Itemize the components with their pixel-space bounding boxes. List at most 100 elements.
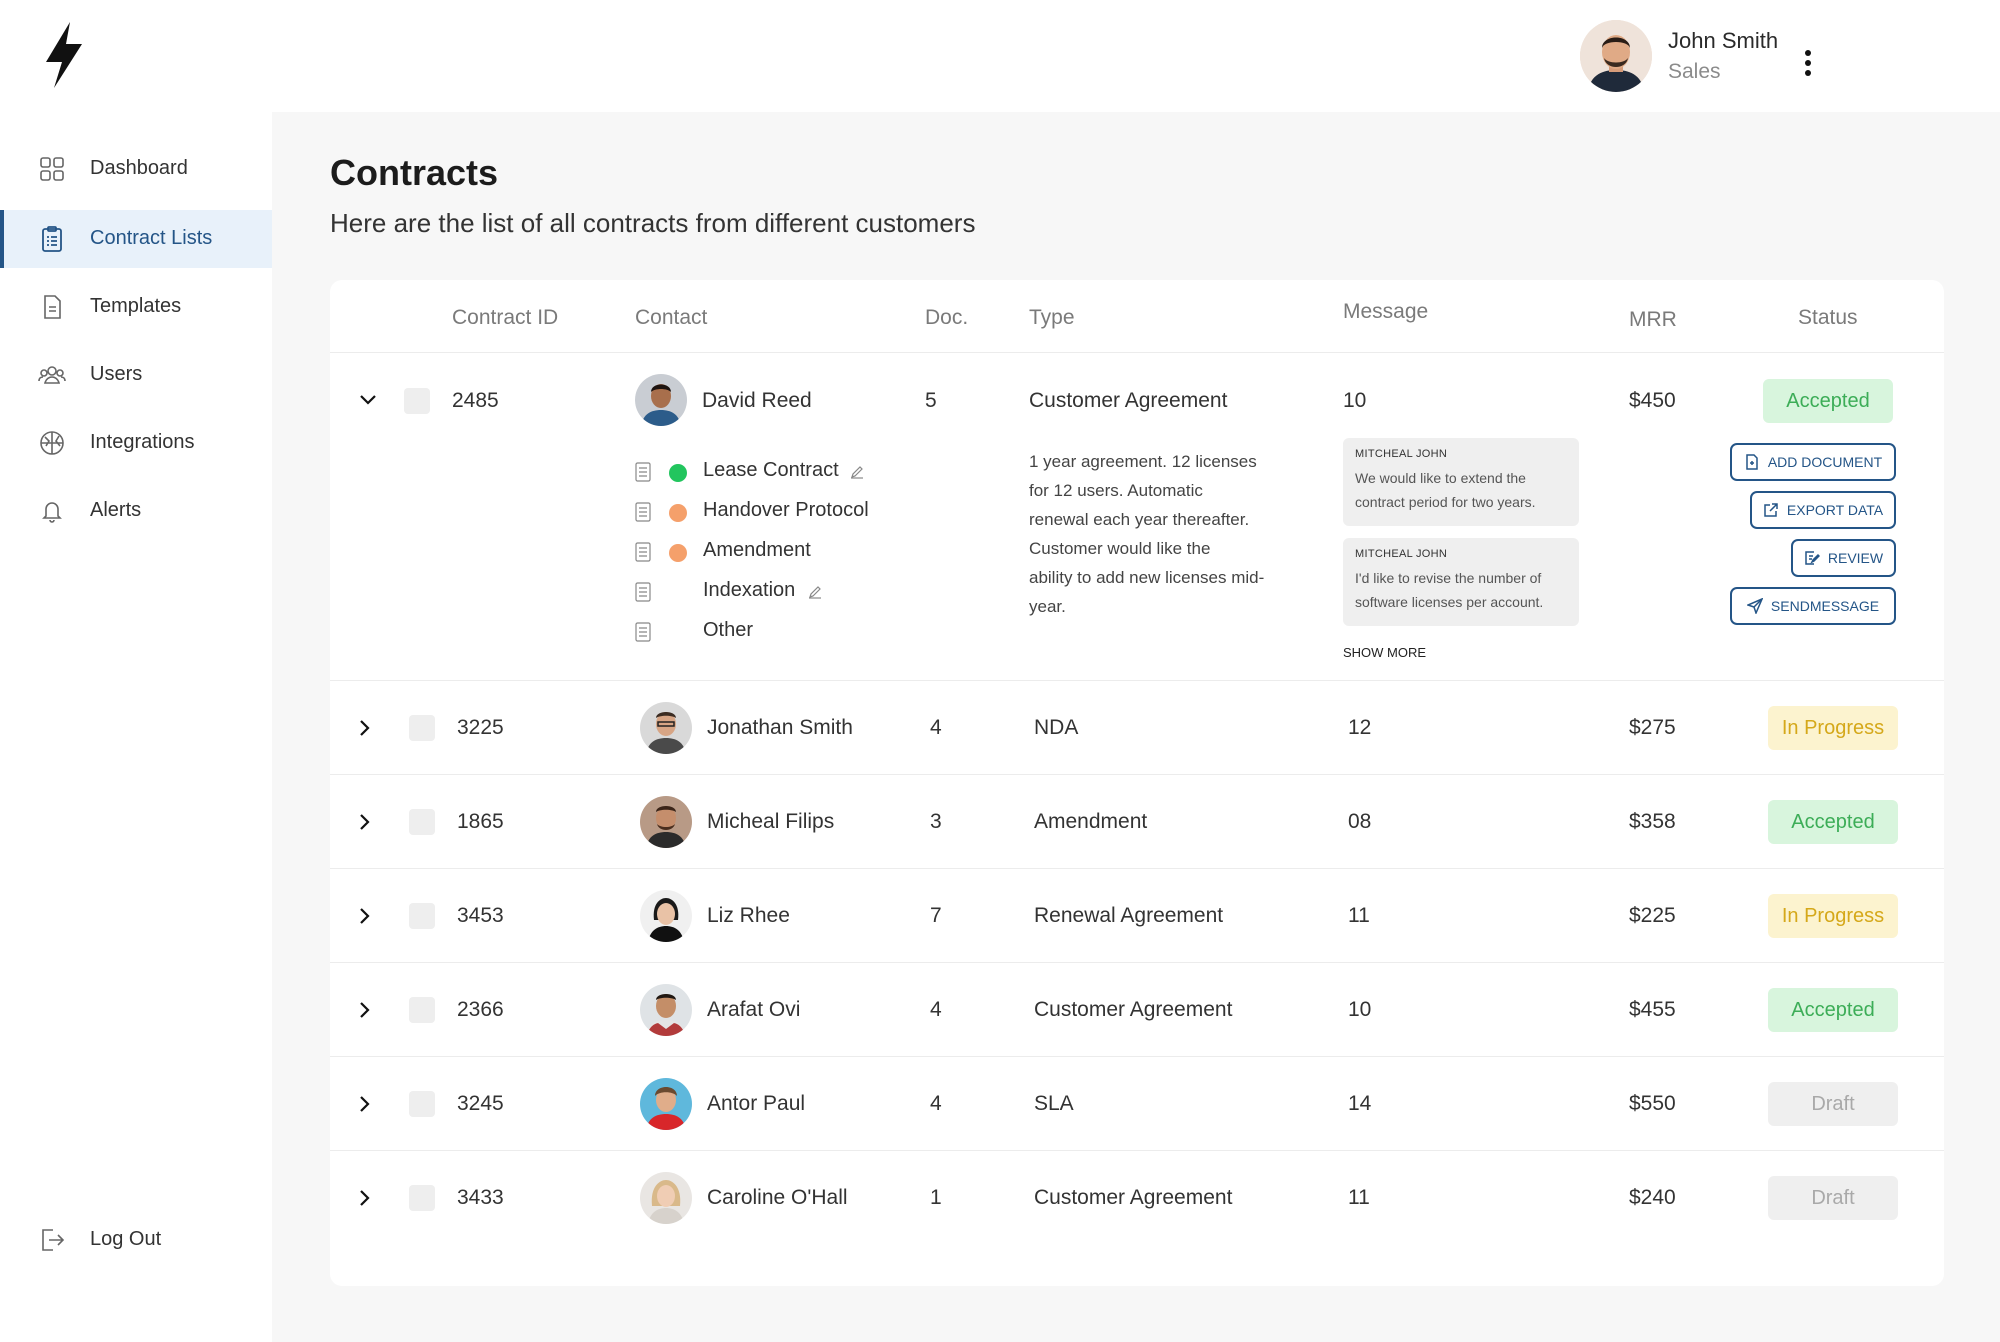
header-type[interactable]: Type	[1029, 306, 1075, 329]
status-badge: Draft	[1768, 1082, 1898, 1126]
contract-id: 2485	[452, 389, 499, 412]
logout-button[interactable]: Log Out	[0, 1211, 272, 1269]
bell-icon	[42, 502, 62, 523]
document-label: Other	[703, 619, 754, 641]
description-line: Customer would like the	[1029, 539, 1211, 558]
header-contact[interactable]: Contact	[635, 306, 708, 329]
chevron-right-icon[interactable]	[354, 1188, 374, 1208]
row-checkbox[interactable]	[409, 1185, 435, 1211]
document-item[interactable]: Handover Protocol	[635, 499, 895, 529]
button-label: ADD DOCUMENT	[1767, 454, 1883, 470]
edit-pencil-icon[interactable]	[808, 585, 822, 599]
logout-label: Log Out	[90, 1228, 162, 1250]
document-item[interactable]: Lease Contract	[635, 459, 895, 489]
row-checkbox[interactable]	[409, 997, 435, 1023]
page-title: Contracts	[330, 152, 499, 193]
add-document-button[interactable]: ADD DOCUMENT	[1730, 443, 1896, 481]
contact-name: Liz Rhee	[707, 904, 790, 927]
contract-type: Renewal Agreement	[1034, 904, 1224, 927]
more-options-icon[interactable]	[1798, 50, 1818, 78]
status-dot	[669, 464, 687, 482]
sidebar-item-users[interactable]: Users	[0, 346, 272, 404]
row-checkbox[interactable]	[409, 903, 435, 929]
avatar	[640, 702, 692, 754]
status-badge: In Progress	[1768, 894, 1898, 938]
description-line: 1 year agreement. 12 licenses	[1029, 452, 1257, 471]
table-row[interactable]: 3433 Caroline O'Hall 1 Customer Agreemen…	[330, 1150, 1944, 1244]
sidebar-item-dashboard[interactable]: Dashboard	[0, 140, 272, 198]
description-line: year.	[1029, 597, 1066, 616]
header-contract-id[interactable]: Contract ID	[452, 306, 559, 329]
contact-name: Micheal Filips	[707, 810, 835, 833]
sidebar-item-integrations[interactable]: Integrations	[0, 414, 272, 472]
send-message-button[interactable]: SENDMESSAGE	[1730, 587, 1896, 625]
message-card[interactable]: MITCHEAL JOHN I'd like to revise the num…	[1343, 538, 1579, 626]
edit-pencil-icon[interactable]	[850, 465, 864, 479]
description-line: for 12 users. Automatic	[1029, 481, 1203, 500]
contact-name: David Reed	[702, 389, 812, 412]
chevron-right-icon[interactable]	[354, 906, 374, 926]
contract-type: Amendment	[1034, 810, 1148, 833]
message-author: MITCHEAL JOHN	[1355, 548, 1448, 560]
chevron-right-icon[interactable]	[354, 718, 374, 738]
table-row[interactable]: 3453 Liz Rhee 7 Renewal Agreement 11 $22…	[330, 868, 1944, 962]
show-more-link[interactable]: SHOW MORE	[1343, 645, 1427, 660]
user-avatar[interactable]	[1580, 20, 1652, 92]
row-checkbox[interactable]	[409, 809, 435, 835]
document-item[interactable]: Amendment	[635, 539, 895, 569]
avatar	[640, 1078, 692, 1130]
document-item[interactable]: Indexation	[635, 579, 895, 609]
header-status[interactable]: Status	[1798, 306, 1858, 329]
sidebar-item-alerts[interactable]: Alerts	[0, 482, 272, 540]
row-checkbox[interactable]	[404, 388, 430, 414]
edit-document-icon	[1805, 551, 1820, 565]
message-count: 10	[1348, 998, 1372, 1021]
status-badge: Accepted	[1763, 379, 1893, 423]
status-badge: Draft	[1768, 1176, 1898, 1220]
sidebar-item-label: Templates	[90, 295, 182, 317]
chevron-down-icon[interactable]	[358, 389, 378, 409]
row-checkbox[interactable]	[409, 1091, 435, 1117]
header-message[interactable]: Message	[1343, 300, 1429, 323]
sidebar-item-label: Alerts	[90, 499, 142, 521]
button-label: SENDMESSAGE	[1770, 598, 1880, 614]
export-data-button[interactable]: EXPORT DATA	[1750, 491, 1896, 529]
document-label: Amendment	[703, 539, 811, 561]
message-line: I'd like to revise the number of	[1355, 570, 1542, 586]
message-author: MITCHEAL JOHN	[1355, 448, 1448, 460]
status-badge: In Progress	[1768, 706, 1898, 750]
user-menu[interactable]: John Smith Sales	[1580, 0, 2000, 112]
sidebar-item-contract-lists[interactable]: Contract Lists	[0, 210, 272, 268]
sidebar-item-label: Users	[90, 363, 143, 385]
table-row[interactable]: 2366 Arafat Ovi 4 Customer Agreement 10 …	[330, 962, 1944, 1056]
header-doc[interactable]: Doc.	[925, 306, 969, 329]
header-mrr[interactable]: MRR	[1629, 308, 1677, 331]
review-button[interactable]: REVIEW	[1791, 539, 1896, 577]
doc-count: 4	[930, 1092, 942, 1115]
users-icon	[38, 366, 66, 384]
message-card[interactable]: MITCHEAL JOHN We would like to extend th…	[1343, 438, 1579, 526]
chevron-right-icon[interactable]	[354, 812, 374, 832]
message-count: 14	[1348, 1092, 1372, 1115]
sidebar-item-templates[interactable]: Templates	[0, 278, 272, 336]
row-checkbox[interactable]	[409, 715, 435, 741]
contact-name: Arafat Ovi	[707, 998, 801, 1021]
contracts-table: Contract ID Contact Doc. Type Message MR…	[330, 280, 1944, 1286]
document-item[interactable]: Other	[635, 619, 895, 649]
status-badge: Accepted	[1768, 988, 1898, 1032]
document-list-icon	[635, 462, 651, 482]
button-label: REVIEW	[1827, 550, 1884, 566]
file-plus-icon	[1746, 454, 1758, 470]
mrr-value: $358	[1629, 810, 1676, 833]
avatar	[640, 796, 692, 848]
chevron-right-icon[interactable]	[354, 1094, 374, 1114]
description-line: renewal each year thereafter.	[1029, 510, 1250, 529]
table-row[interactable]: 1865 Micheal Filips 3 Amendment 08 $358 …	[330, 774, 1944, 868]
chevron-right-icon[interactable]	[354, 1000, 374, 1020]
message-count: 12	[1348, 716, 1372, 739]
send-icon	[1746, 598, 1763, 614]
mrr-value: $225	[1629, 904, 1676, 927]
table-row[interactable]: 3245 Antor Paul 4 SLA 14 $550 Draft	[330, 1056, 1944, 1150]
table-row[interactable]: 3225 Jonathan Smith 4 NDA 12 $275 In Pro…	[330, 680, 1944, 774]
lightning-logo-icon[interactable]	[40, 20, 86, 90]
